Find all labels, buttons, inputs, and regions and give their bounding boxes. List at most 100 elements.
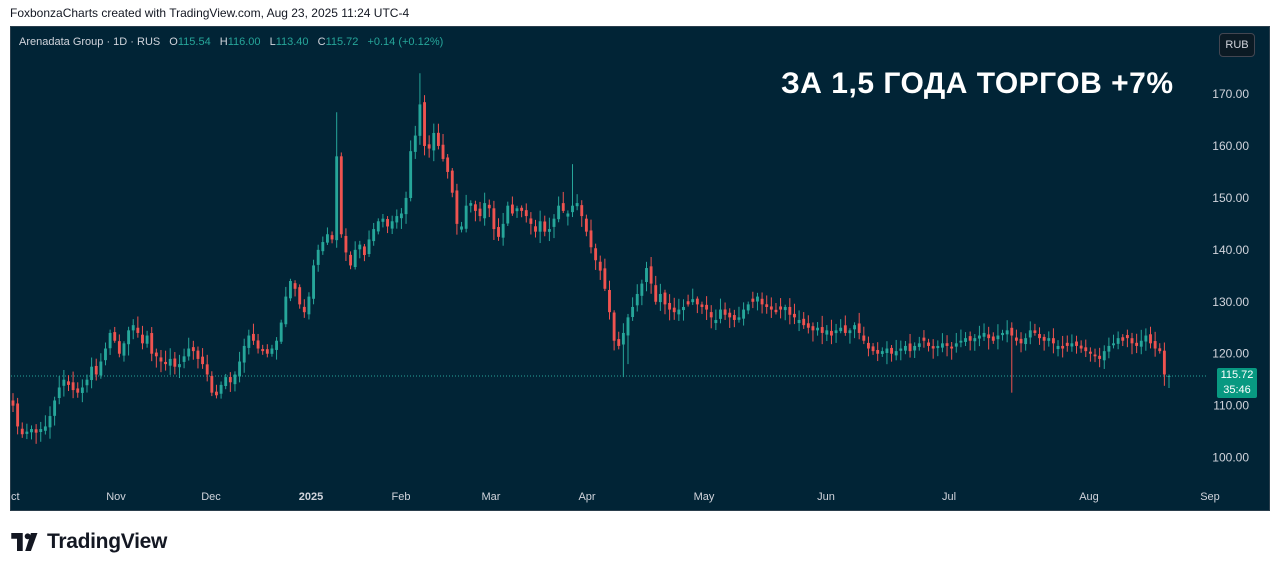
candle-body <box>390 221 394 229</box>
candle-body <box>376 221 380 232</box>
candle-body <box>1024 338 1028 345</box>
candle-body <box>857 323 861 333</box>
candle-body <box>737 317 741 320</box>
candle-body <box>339 156 343 235</box>
candle-body <box>215 391 218 396</box>
candle-body <box>418 104 422 136</box>
candle-body <box>284 296 288 325</box>
candle-body <box>233 374 237 385</box>
x-tick-label: Mar <box>482 491 501 503</box>
candle-body <box>520 207 524 211</box>
candle-body <box>663 292 667 305</box>
x-tick-label: May <box>694 491 715 503</box>
candle-body <box>201 356 205 365</box>
candle-body <box>293 283 297 289</box>
candle-body <box>1098 355 1102 359</box>
candle-body <box>164 361 168 365</box>
chart-area[interactable]: 100.00 110.00 120.00 130.00 140.00 150.00 160.… <box>10 26 1270 511</box>
candle-body <box>455 190 459 224</box>
candle-body <box>834 330 838 334</box>
candle-body <box>658 293 662 303</box>
candle-body <box>746 304 750 311</box>
y-tick-label: 100.00 <box>1212 451 1249 465</box>
candle-body <box>954 343 958 347</box>
candle-body <box>830 330 833 336</box>
candle-body <box>885 348 889 354</box>
candle-body <box>802 318 806 326</box>
candle-body <box>210 375 214 393</box>
candle-body <box>275 340 279 350</box>
candle-body <box>145 335 149 344</box>
candle-body <box>524 210 528 217</box>
candle-body <box>793 313 796 318</box>
candle-body <box>760 298 764 305</box>
close-label: C <box>317 36 326 48</box>
candle-body <box>113 332 117 341</box>
candle-body <box>714 319 718 324</box>
candle-body <box>53 400 57 416</box>
candle-body <box>603 268 607 289</box>
y-tick-label: 150.00 <box>1212 191 1249 205</box>
price-chart[interactable]: 100.00 110.00 120.00 130.00 140.00 150.00 160.… <box>11 27 1270 511</box>
candle-body <box>996 335 1000 340</box>
tradingview-logo[interactable]: TradingView <box>11 530 167 554</box>
candle-body <box>1149 334 1152 344</box>
candle-body <box>908 343 912 352</box>
candle-body <box>913 345 917 351</box>
candle-body <box>534 226 537 232</box>
candle-body <box>372 229 376 242</box>
candle-body <box>1014 337 1018 341</box>
candle-body <box>987 334 991 339</box>
candle-body <box>478 208 482 217</box>
candle-body <box>968 336 972 341</box>
candle-body <box>575 203 579 207</box>
candle-body <box>510 204 514 214</box>
candle-body <box>1135 342 1139 346</box>
candle-body <box>1102 351 1106 361</box>
candle-body <box>649 266 653 284</box>
candle-body <box>122 343 126 356</box>
candle-body <box>672 307 676 313</box>
candle-body <box>797 319 801 324</box>
candle-body <box>903 345 907 351</box>
x-tick-label: Apr <box>578 491 595 503</box>
candle-body <box>76 388 80 393</box>
candle-body <box>538 221 542 232</box>
candle-body <box>788 306 792 315</box>
candle-body <box>182 356 186 362</box>
candle-body <box>141 334 144 344</box>
currency-button[interactable]: RUB <box>1219 33 1255 57</box>
candle-body <box>584 218 588 232</box>
candle-body <box>34 429 38 433</box>
candle-body <box>1144 335 1148 342</box>
candle-body <box>358 244 362 250</box>
candle-body <box>765 304 769 307</box>
candle-body <box>1121 337 1125 341</box>
candle-body <box>168 358 172 366</box>
candle-body <box>635 293 639 306</box>
candle-body <box>756 296 759 302</box>
candle-body <box>353 249 357 268</box>
candle-body <box>561 203 565 211</box>
candle-body <box>205 364 209 375</box>
candle-body <box>1084 347 1088 352</box>
candle-body <box>853 325 857 330</box>
candle-body <box>450 170 454 193</box>
close-value: 115.72 <box>325 36 359 48</box>
candle-body <box>1042 336 1046 341</box>
candle-body <box>312 265 315 299</box>
candle-body <box>395 216 399 223</box>
candle-body <box>843 325 847 333</box>
candle-body <box>409 151 413 198</box>
candle-body <box>940 343 944 348</box>
candle-body <box>117 341 121 354</box>
candle-body <box>1158 348 1162 352</box>
y-tick-label: 160.00 <box>1212 139 1249 153</box>
candle-body <box>543 221 547 232</box>
candle-body <box>187 348 191 357</box>
candle-body <box>85 379 89 386</box>
candle-body <box>1056 345 1060 350</box>
candle-body <box>252 333 255 341</box>
candle-body <box>751 298 755 302</box>
candle-body <box>1038 334 1041 339</box>
